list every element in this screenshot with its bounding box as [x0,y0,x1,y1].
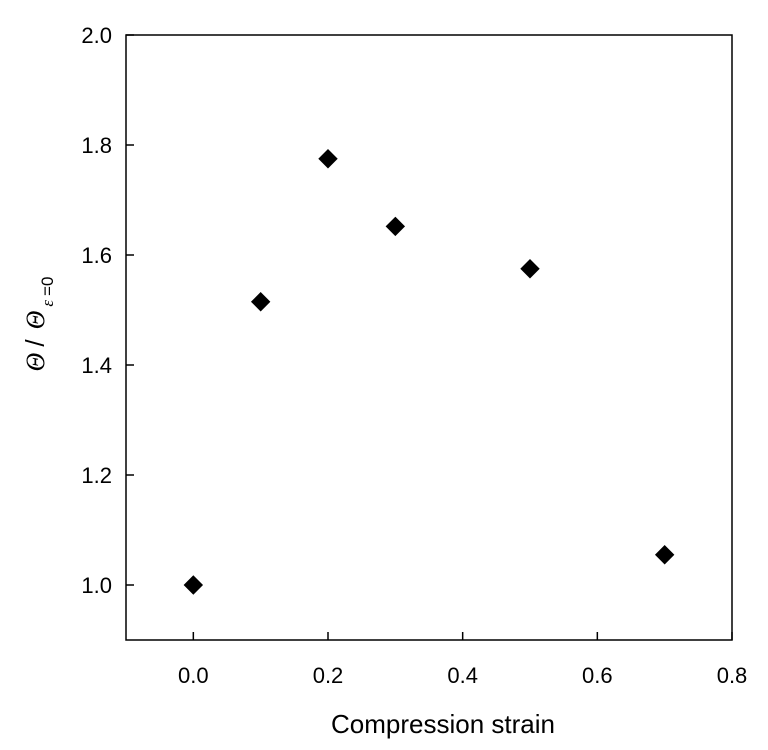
data-point-diamond [250,292,271,312]
x-tick-label: 0.2 [313,663,344,688]
data-point-diamond [183,575,204,595]
y-axis-title: Θ / Θ ε =0 [20,277,57,372]
y-axis-title-numerator: Θ [21,352,50,371]
y-axis-title-slash: / [20,339,50,347]
y-axis-title-subscript-rest: =0 [38,277,57,296]
data-markers [183,149,675,595]
y-axis-title-subscript-symbol: ε [38,300,57,307]
data-point-diamond [654,545,675,565]
y-tick-label: 2.0 [81,23,112,48]
y-axis-ticks: 1.0 1.2 1.4 1.6 1.8 2.0 [81,23,134,598]
y-tick-label: 1.0 [81,573,112,598]
x-tick-label: 0.8 [717,663,748,688]
plot-frame [125,34,733,641]
x-tick-label: 0.4 [447,663,478,688]
y-tick-label: 1.4 [81,353,112,378]
data-point-diamond [385,216,406,237]
y-tick-label: 1.2 [81,463,112,488]
data-point-diamond [318,149,338,169]
y-axis-title-denominator: Θ [21,310,50,329]
x-tick-label: 0.0 [178,663,209,688]
data-point-diamond [520,259,540,279]
x-axis-title: Compression strain [331,709,555,739]
y-tick-label: 1.6 [81,243,112,268]
y-tick-label: 1.8 [81,133,112,158]
x-axis-ticks: 0.0 0.2 0.4 0.6 0.8 [178,632,747,688]
x-tick-label: 0.6 [582,663,613,688]
svg-text:Θ / Θ ε: Θ / Θ ε =0 [20,277,57,372]
